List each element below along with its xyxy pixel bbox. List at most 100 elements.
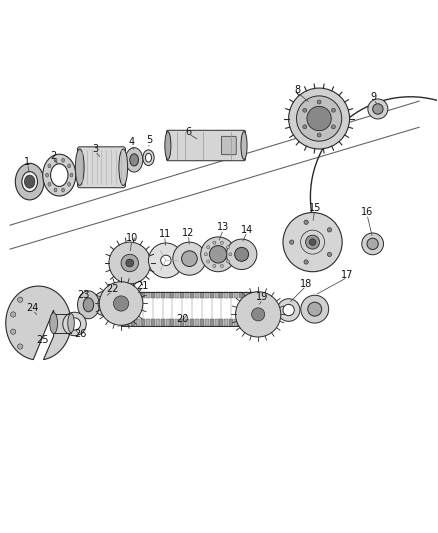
Ellipse shape (67, 182, 71, 186)
Bar (215, 319, 219, 326)
Ellipse shape (48, 182, 51, 186)
Ellipse shape (289, 88, 350, 149)
Ellipse shape (61, 158, 64, 162)
Text: 20: 20 (176, 314, 188, 324)
Bar (229, 319, 233, 326)
Text: 9: 9 (371, 92, 377, 102)
Ellipse shape (145, 154, 152, 162)
Ellipse shape (303, 125, 307, 129)
Ellipse shape (68, 313, 74, 333)
FancyBboxPatch shape (221, 136, 236, 155)
Text: 23: 23 (77, 290, 89, 300)
Ellipse shape (11, 329, 16, 334)
Ellipse shape (125, 148, 143, 172)
Ellipse shape (252, 308, 265, 321)
Ellipse shape (98, 296, 112, 310)
Bar (175, 319, 180, 326)
Ellipse shape (126, 259, 134, 267)
Ellipse shape (317, 100, 321, 104)
Ellipse shape (368, 99, 388, 119)
Text: 5: 5 (146, 135, 152, 146)
Text: 25: 25 (36, 335, 49, 345)
Ellipse shape (161, 255, 171, 265)
Ellipse shape (18, 344, 23, 349)
Ellipse shape (25, 175, 35, 188)
Ellipse shape (46, 173, 49, 177)
Ellipse shape (373, 104, 383, 114)
Text: 6: 6 (185, 126, 191, 136)
Bar (166, 319, 170, 326)
Bar (161, 292, 165, 298)
Bar (254, 319, 258, 326)
Text: 15: 15 (308, 203, 321, 213)
Ellipse shape (207, 260, 210, 263)
Bar (210, 319, 214, 326)
Bar (185, 319, 189, 326)
Bar (239, 319, 243, 326)
Ellipse shape (15, 163, 44, 200)
Bar (166, 292, 170, 298)
Text: 3: 3 (92, 144, 98, 154)
Ellipse shape (143, 150, 154, 166)
Bar (131, 319, 135, 326)
Ellipse shape (109, 242, 151, 284)
Bar (215, 292, 219, 298)
Ellipse shape (229, 253, 232, 256)
Bar (121, 319, 126, 326)
Ellipse shape (317, 133, 321, 137)
Ellipse shape (75, 149, 84, 185)
Ellipse shape (50, 164, 68, 187)
Ellipse shape (332, 125, 336, 129)
Bar (239, 292, 243, 298)
Bar (205, 292, 209, 298)
Ellipse shape (235, 247, 249, 261)
FancyBboxPatch shape (166, 130, 245, 161)
Bar (170, 292, 174, 298)
Polygon shape (6, 286, 71, 360)
Ellipse shape (304, 260, 308, 264)
Ellipse shape (63, 312, 86, 336)
Ellipse shape (11, 312, 16, 317)
Bar (156, 319, 160, 326)
Bar (195, 292, 199, 298)
Bar (141, 292, 145, 298)
Text: 1: 1 (25, 157, 31, 167)
Bar (127, 319, 131, 326)
Ellipse shape (165, 132, 171, 159)
Bar (141, 319, 145, 326)
Ellipse shape (213, 264, 216, 268)
Ellipse shape (207, 246, 210, 249)
Text: 13: 13 (217, 222, 230, 232)
Ellipse shape (209, 246, 227, 263)
Bar (249, 319, 253, 326)
Bar (185, 292, 189, 298)
Ellipse shape (226, 239, 257, 270)
Bar (205, 319, 209, 326)
Text: 16: 16 (361, 207, 373, 217)
Ellipse shape (119, 149, 127, 185)
Ellipse shape (54, 188, 57, 192)
Bar (234, 292, 238, 298)
Bar (136, 292, 140, 298)
Ellipse shape (201, 237, 236, 272)
Bar (190, 319, 194, 326)
Bar (180, 292, 184, 298)
Ellipse shape (362, 233, 384, 255)
Bar (175, 292, 180, 298)
Ellipse shape (205, 253, 208, 256)
Ellipse shape (48, 164, 51, 168)
Ellipse shape (54, 158, 57, 162)
Text: 26: 26 (74, 329, 87, 339)
Bar (161, 319, 165, 326)
Ellipse shape (277, 298, 300, 321)
Bar (219, 319, 223, 326)
Bar (234, 319, 238, 326)
Ellipse shape (290, 240, 294, 244)
Bar (190, 292, 194, 298)
Ellipse shape (303, 108, 307, 112)
Ellipse shape (304, 220, 308, 224)
Ellipse shape (148, 243, 184, 278)
Ellipse shape (220, 264, 223, 268)
Text: 21: 21 (137, 281, 149, 291)
Ellipse shape (367, 238, 378, 249)
